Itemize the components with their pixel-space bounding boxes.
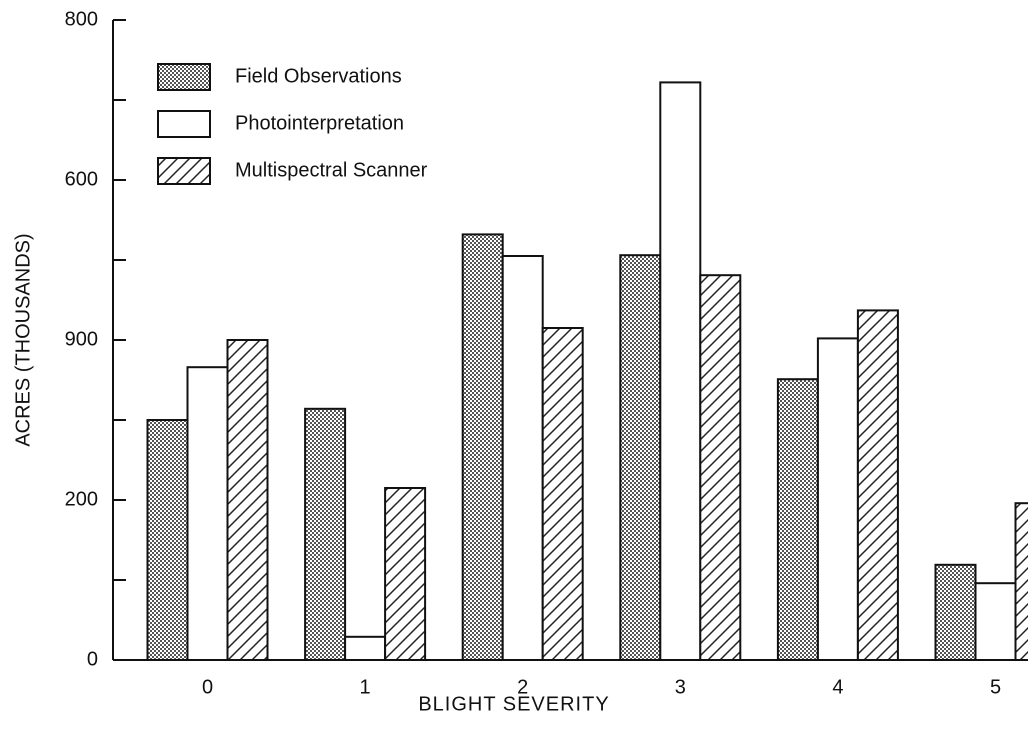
bar [934,563,977,661]
y-tick-label: 0 [87,648,98,670]
bar [384,487,427,661]
x-tick-label: 5 [990,676,1001,698]
y-tick-label: 200 [65,488,98,510]
bar [659,81,702,661]
legend-label: Multispectral Scanner [235,159,428,181]
y-tick-label: 800 [65,8,98,30]
bar [461,233,504,661]
legend-swatch [157,110,211,138]
bar [146,419,189,661]
bar [1014,502,1028,662]
bar [344,635,387,661]
x-tick-label: 2 [517,676,528,698]
x-tick-label: 4 [832,676,843,698]
bar [186,366,229,661]
bar [226,339,269,661]
bar [776,378,819,661]
bar [856,309,899,661]
x-tick-label: 0 [202,676,213,698]
legend-label: Photointerpretation [235,112,404,134]
bar [304,407,347,661]
y-axis-label: ACRES (THOUSANDS) [12,233,34,446]
x-tick-label: 1 [360,676,371,698]
bar [974,582,1017,662]
y-tick-label: 600 [65,168,98,190]
bar [699,274,742,661]
legend-swatch [157,157,211,185]
bar [619,254,662,661]
y-tick-label: 900 [65,328,98,350]
bar [541,327,584,661]
bar [501,255,544,661]
legend-label: Field Observations [235,65,402,87]
legend-swatch [157,63,211,91]
x-tick-label: 3 [675,676,686,698]
bar [816,337,859,661]
x-axis-label: BLIGHT SEVERITY [418,693,609,715]
